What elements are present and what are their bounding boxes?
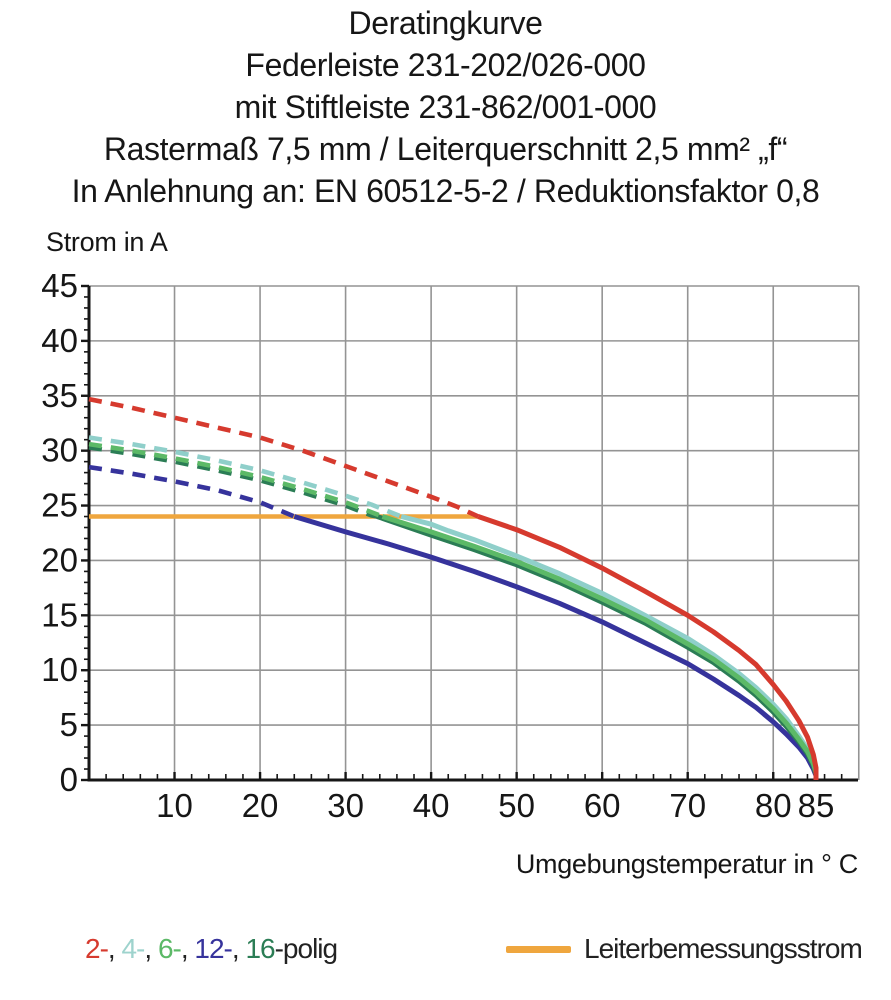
legend-pole-part: , — [231, 933, 246, 964]
legend-pole-part: , — [144, 933, 158, 964]
y-tick-label-10: 10 — [41, 651, 78, 688]
legend-pole-part: , — [180, 933, 195, 964]
y-tick-label-45: 45 — [41, 267, 78, 304]
x-tick-label-10: 10 — [156, 787, 193, 824]
x-tick-label-60: 60 — [584, 787, 621, 824]
title-line-5: In Anlehnung an: EN 60512-5-2 / Reduktio… — [71, 173, 820, 209]
y-tick-label-30: 30 — [41, 432, 78, 469]
x-tick-label-85: 85 — [798, 787, 835, 824]
y-tick-label-0: 0 — [60, 761, 78, 798]
legend-pole-part: -polig — [274, 933, 338, 964]
curve-4-polig-solid — [400, 514, 819, 780]
x-axis-title: Umgebungstemperatur in ° C — [515, 849, 858, 879]
legend-pole-part: 12- — [194, 933, 232, 964]
legend-pole-part: , — [107, 933, 122, 964]
y-tick-label-20: 20 — [41, 541, 78, 578]
title-block: Deratingkurve Federleiste 231-202/026-00… — [0, 2, 891, 212]
x-tick-label-40: 40 — [413, 787, 450, 824]
legend-pole-part: 2- — [85, 933, 109, 964]
y-tick-label-25: 25 — [41, 487, 78, 524]
title-line-1: Deratingkurve — [348, 5, 543, 41]
y-tick-label-40: 40 — [41, 322, 78, 359]
title-line-4: Rastermaß 7,5 mm / Leiterquerschnitt 2,5… — [103, 131, 788, 167]
title-line-2: Federleiste 231-202/026-000 — [245, 47, 646, 83]
x-tick-label-50: 50 — [498, 787, 535, 824]
x-tick-label-80: 80 — [755, 787, 792, 824]
curve-2-polig-dashed — [88, 396, 480, 519]
rated-current-label: Leiterbemessungsstrom — [584, 933, 863, 964]
legend-poles: 2-, 4-, 6-, 12-, 16-polig — [85, 933, 338, 965]
legend-pole-part: 6- — [157, 933, 182, 964]
curve-16-polig-solid — [376, 514, 819, 780]
curve-6-polig-solid — [381, 514, 819, 780]
rated-current-line-swatch — [506, 945, 571, 953]
curve-2-polig-solid — [477, 514, 819, 780]
x-tick-label-30: 30 — [327, 787, 364, 824]
legend-pole-part: 4- — [121, 933, 145, 964]
legend-rated-current: Leiterbemessungsstrom — [506, 933, 863, 965]
y-tick-label-5: 5 — [60, 706, 78, 743]
legend-pole-part: 16 — [245, 933, 275, 964]
y-axis-title: Strom in A — [46, 227, 168, 257]
y-tick-label-35: 35 — [41, 377, 78, 414]
title-line-3: mit Stiftleiste 231-862/001-000 — [234, 89, 657, 125]
x-tick-label-20: 20 — [242, 787, 279, 824]
curve-12-polig-dashed — [88, 464, 296, 519]
y-tick-label-15: 15 — [41, 596, 78, 633]
x-tick-label-70: 70 — [669, 787, 706, 824]
